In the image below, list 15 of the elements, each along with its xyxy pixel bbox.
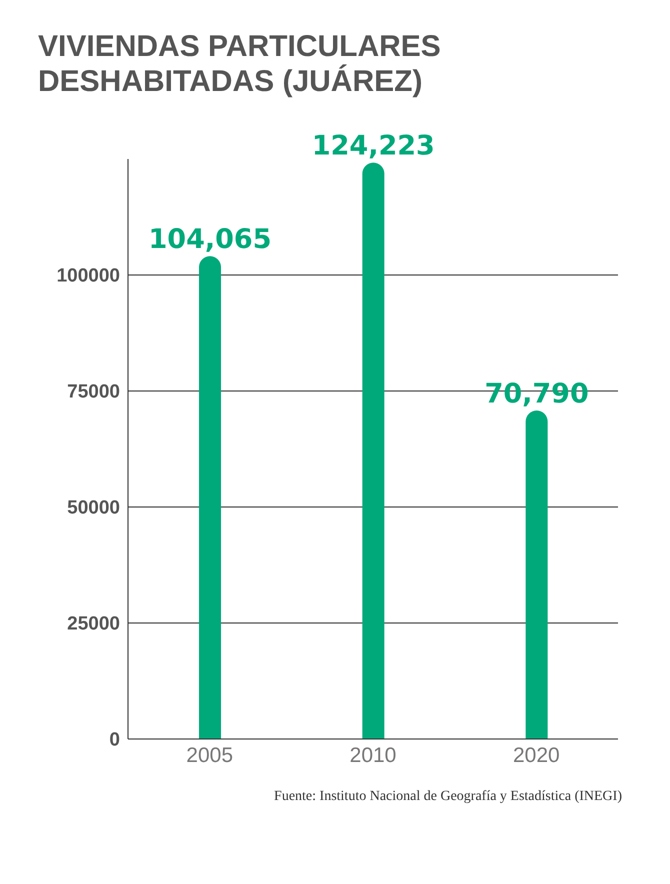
data-label: 104,065: [148, 224, 272, 256]
bar: [362, 162, 384, 739]
source-note: Fuente: Instituto Nacional de Geografía y Estadística (INEGI): [273, 789, 622, 805]
y-tick-label: 50000: [67, 498, 120, 519]
y-tick-label: 75000: [67, 382, 120, 403]
y-tick-label: 25000: [67, 614, 120, 635]
bar: [199, 256, 221, 739]
x-tick-label: 2020: [512, 744, 560, 767]
y-tick-label: 0: [109, 730, 120, 751]
x-tick-label: 2010: [350, 744, 396, 767]
y-tick-label: 100000: [56, 266, 120, 287]
chart-title: VIVIENDAS PARTICULARES DESHABITADAS (JUÁREZ): [38, 30, 442, 99]
data-label: 124,223: [312, 130, 435, 162]
bar: [526, 410, 548, 739]
x-tick-label: 2005: [186, 744, 234, 767]
